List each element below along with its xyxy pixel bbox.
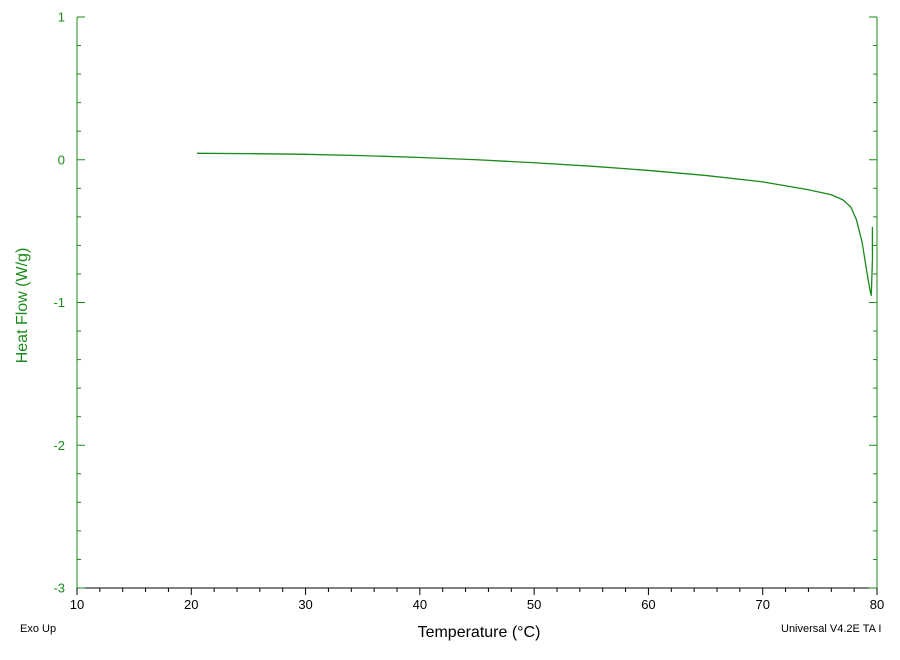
y-tick-label: 0	[58, 152, 65, 167]
y-tick-label: 1	[58, 10, 65, 25]
software-version-label: Universal V4.2E TA I	[781, 623, 882, 635]
x-axis-title: Temperature (°C)	[418, 624, 541, 641]
x-tick-label: 80	[870, 597, 884, 612]
y-tick-label: -2	[53, 438, 65, 453]
x-tick-label: 30	[298, 597, 312, 612]
heat-flow-series-line	[196, 152, 874, 297]
x-tick-label: 10	[70, 597, 84, 612]
exo-up-label: Exo Up	[20, 623, 57, 635]
y-axis-title: Heat Flow (W/g)	[14, 248, 31, 364]
x-tick-label: 40	[413, 597, 427, 612]
y-tick-label: -3	[53, 581, 65, 596]
x-tick-label: 20	[184, 597, 198, 612]
y-tick-label: -1	[53, 295, 65, 310]
x-tick-label: 60	[641, 597, 655, 612]
x-tick-label: 50	[527, 597, 541, 612]
x-tick-label: 70	[755, 597, 769, 612]
